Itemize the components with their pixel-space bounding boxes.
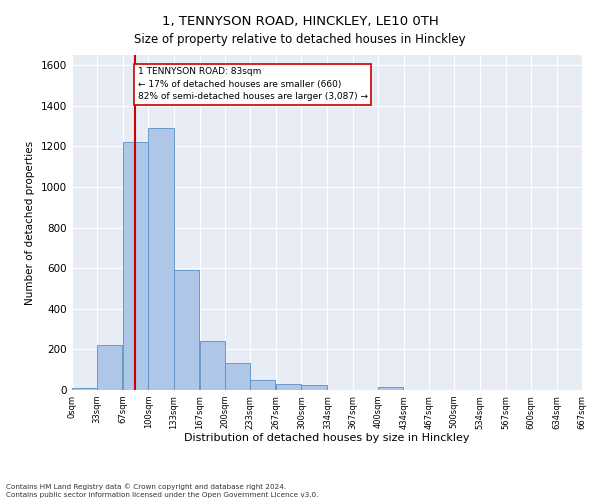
Y-axis label: Number of detached properties: Number of detached properties: [25, 140, 35, 304]
Bar: [250, 380, 275, 390]
Bar: [173, 270, 199, 390]
Text: 1 TENNYSON ROAD: 83sqm
← 17% of detached houses are smaller (660)
82% of semi-de: 1 TENNYSON ROAD: 83sqm ← 17% of detached…: [138, 67, 368, 101]
Bar: [97, 346, 122, 390]
Bar: [276, 384, 301, 390]
Bar: [123, 142, 148, 390]
Text: 1, TENNYSON ROAD, HINCKLEY, LE10 0TH: 1, TENNYSON ROAD, HINCKLEY, LE10 0TH: [161, 15, 439, 28]
X-axis label: Distribution of detached houses by size in Hinckley: Distribution of detached houses by size …: [184, 433, 470, 443]
Text: Size of property relative to detached houses in Hinckley: Size of property relative to detached ho…: [134, 32, 466, 46]
Text: Contains HM Land Registry data © Crown copyright and database right 2024.
Contai: Contains HM Land Registry data © Crown c…: [6, 484, 319, 498]
Bar: [200, 342, 225, 390]
Bar: [225, 362, 250, 390]
Bar: [301, 385, 326, 390]
Bar: [378, 387, 403, 390]
Bar: [148, 128, 173, 390]
Bar: [72, 388, 97, 390]
